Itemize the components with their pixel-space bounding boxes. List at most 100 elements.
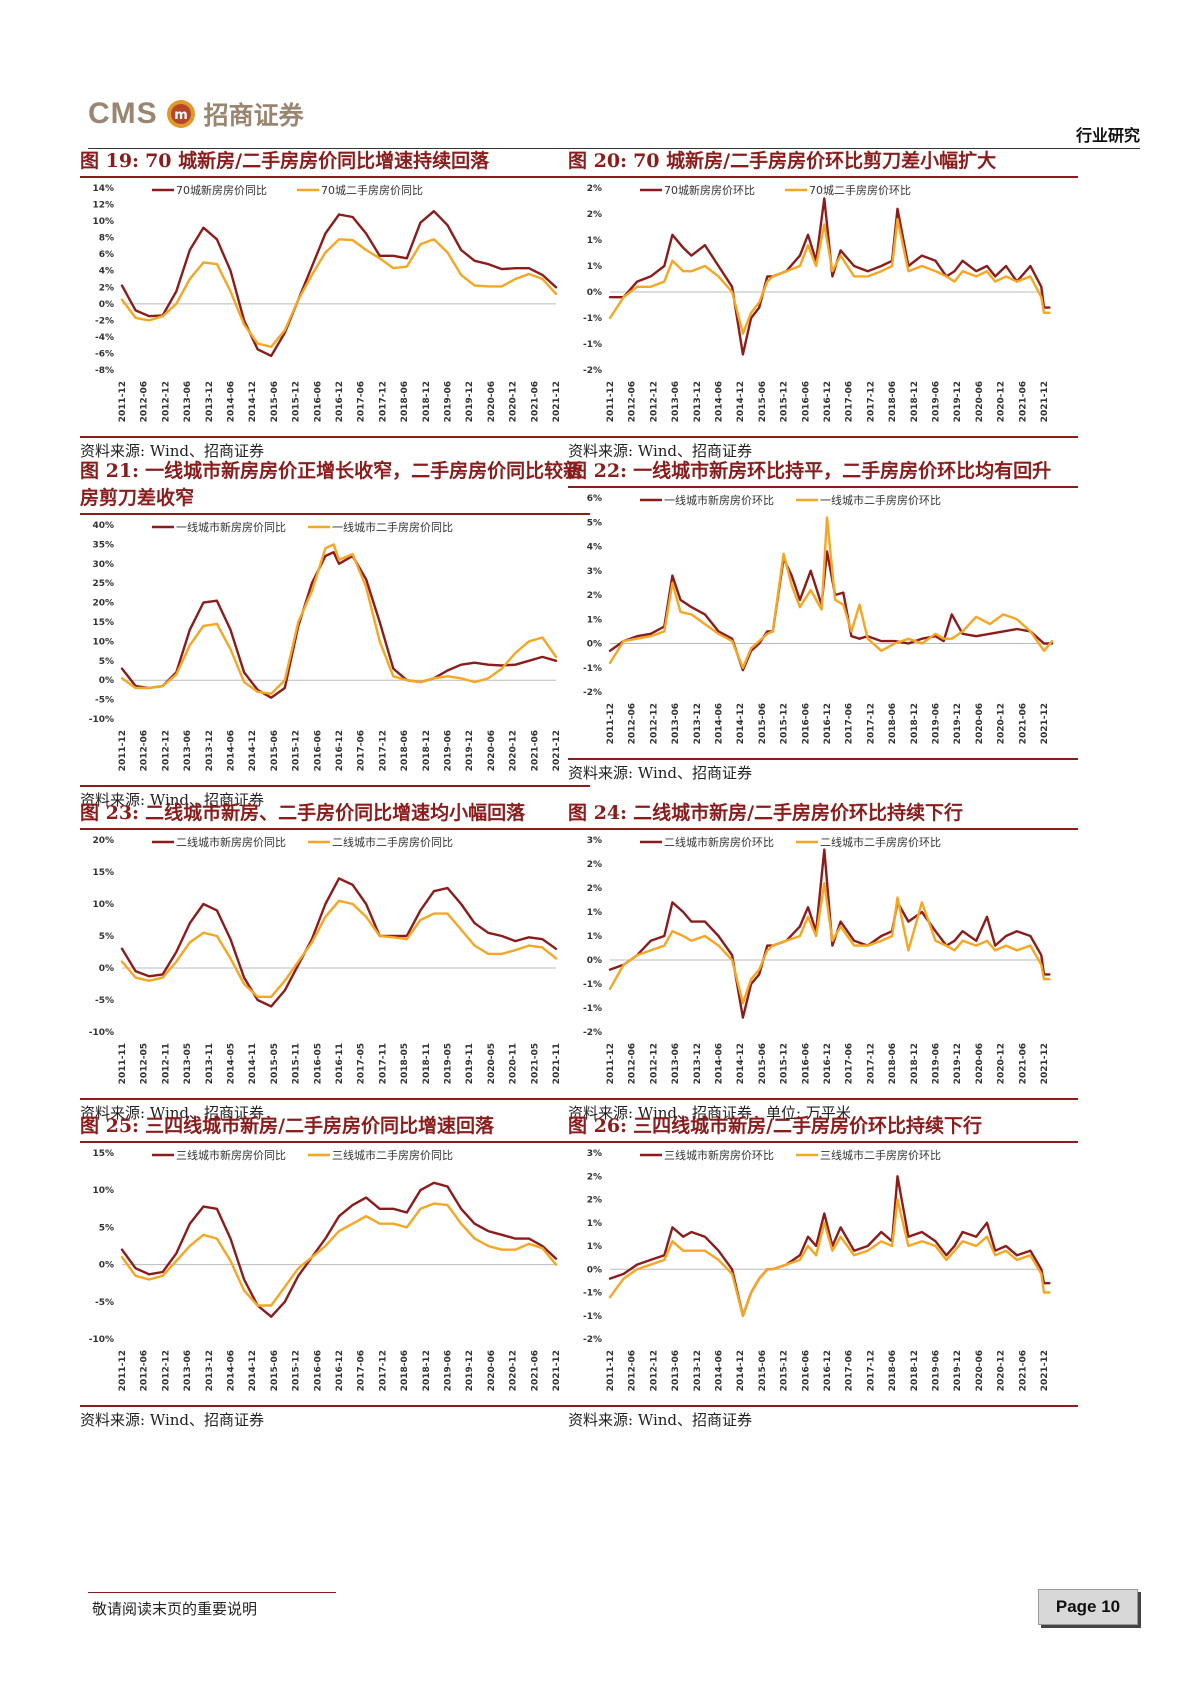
series-line-1	[120, 551, 558, 699]
x-tick-label: 2014-12	[736, 381, 746, 422]
legend-label: 二线城市二手房房价同比	[332, 835, 453, 849]
x-tick-label: 2012-12	[161, 381, 171, 422]
x-tick-label: 2013-12	[205, 1350, 215, 1391]
x-tick-label: 2011-12	[606, 703, 616, 744]
figure-source: 资料来源: Wind、招商证券	[80, 1405, 590, 1430]
x-tick-label: 2013-06	[671, 1043, 681, 1084]
figure-caption: 三四线城市新房/二手房房价环比持续下行	[633, 1115, 983, 1137]
legend-label: 二线城市二手房房价环比	[820, 835, 941, 849]
chart-19: 14% 12% 10% 8% 6% 4% 2% 0% -2% -4% -6% -8% 2011-12 20…	[92, 183, 562, 422]
y-tick-label: -8%	[95, 366, 114, 376]
y-tick-label: 5%	[587, 518, 602, 528]
y-tick-label: -5%	[95, 696, 114, 706]
y-tick-label: 0%	[587, 956, 602, 966]
legend-label: 三线城市二手房房价同比	[332, 1148, 453, 1162]
legend-label: 70城新房房价同比	[176, 183, 267, 197]
x-tick-label: 2017-12	[866, 1043, 876, 1084]
legend-label: 一线城市二手房房价环比	[820, 493, 941, 507]
x-tick-label: 2018-06	[400, 1350, 410, 1391]
x-tick-label: 2014-11	[248, 1043, 258, 1084]
x-tick-label: 2014-06	[715, 703, 725, 744]
x-tick-label: 2015-06	[758, 1350, 768, 1391]
x-tick-label: 2016-06	[801, 381, 811, 422]
x-tick-label: 2020-12	[997, 703, 1007, 744]
y-tick-label: 0%	[587, 1265, 602, 1275]
y-tick-label: 10%	[92, 900, 114, 910]
logo-text: CMS	[88, 97, 158, 130]
x-tick-label: 2016-12	[823, 1350, 833, 1391]
x-tick-label: 2018-12	[422, 381, 432, 422]
x-tick-label: 2020-06	[975, 1350, 985, 1391]
figure-number: 图 24:	[568, 802, 628, 824]
x-tick-label: 2013-12	[693, 1043, 703, 1084]
figure-25: 图 25: 三四线城市新房/二手房房价同比增速回落 15% 10% 5% 0% -5% -1…	[80, 1113, 590, 1430]
chart-22: 6% 5% 4% 3% 2% 1% 0% -1% -2% 2011-12 2012-06 2012-1…	[583, 493, 1054, 744]
x-tick-label: 2020-06	[487, 381, 497, 422]
x-tick-label: 2021-06	[530, 381, 540, 422]
legend-label: 三线城市新房房价环比	[664, 1148, 774, 1162]
y-tick-label: -2%	[583, 366, 602, 376]
x-tick-label: 2021-12	[1040, 381, 1050, 422]
x-tick-label: 2017-11	[378, 1043, 388, 1084]
y-tick-label: 15%	[92, 618, 114, 628]
x-tick-label: 2020-12	[997, 381, 1007, 422]
y-tick-label: 0%	[587, 640, 602, 650]
x-tick-label: 2016-12	[823, 381, 833, 422]
y-tick-label: 4%	[99, 267, 114, 277]
x-tick-label: 2016-12	[335, 730, 345, 771]
x-tick-label: 2021-12	[1040, 1350, 1050, 1391]
x-tick-label: 2019-05	[444, 1043, 454, 1084]
x-tick-label: 2017-06	[845, 703, 855, 744]
x-tick-label: 2019-12	[465, 381, 475, 422]
series-line-2	[120, 899, 558, 999]
x-tick-label: 2017-12	[866, 703, 876, 744]
x-tick-label: 2017-12	[866, 1350, 876, 1391]
figure-26: 图 26: 三四线城市新房/二手房房价环比持续下行 3% 2% 2% 1% 1% 0% -1%…	[568, 1113, 1078, 1430]
x-tick-label: 2018-12	[910, 381, 920, 422]
y-tick-label: 8%	[99, 234, 114, 244]
legend-label: 三线城市二手房房价环比	[820, 1148, 941, 1162]
x-tick-label: 2018-12	[910, 1043, 920, 1084]
x-tick-label: 2018-06	[400, 381, 410, 422]
x-tick-label: 2018-06	[888, 381, 898, 422]
x-tick-label: 2016-06	[313, 730, 323, 771]
x-tick-label: 2013-06	[183, 381, 193, 422]
x-tick-label: 2012-12	[649, 703, 659, 744]
x-tick-label: 2021-12	[1040, 703, 1050, 744]
figure-23: 图 23: 二线城市新房、二手房价同比增速均小幅回落 20% 15% 10% 5% 0% -…	[80, 800, 590, 1123]
figure-caption: 一线城市新房环比持平，二手房房价环比均有回升	[633, 460, 1052, 482]
series-line-1	[120, 1181, 558, 1318]
x-tick-label: 2019-06	[444, 730, 454, 771]
legend-label: 二线城市新房房价同比	[176, 835, 286, 849]
x-tick-label: 2016-12	[823, 1043, 833, 1084]
series-line-2	[120, 1202, 558, 1307]
x-tick-label: 2011-12	[118, 730, 128, 771]
x-tick-label: 2015-06	[270, 1350, 280, 1391]
x-tick-label: 2018-11	[422, 1043, 432, 1084]
y-tick-label: 2%	[587, 184, 602, 194]
x-tick-label: 2011-11	[118, 1043, 128, 1084]
x-tick-label: 2021-05	[530, 1043, 540, 1084]
y-tick-label: 1%	[587, 1242, 602, 1252]
x-tick-label: 2018-12	[422, 730, 432, 771]
y-tick-label: 2%	[587, 591, 602, 601]
y-tick-label: -10%	[89, 715, 114, 725]
x-tick-label: 2020-06	[487, 1350, 497, 1391]
y-tick-label: 1%	[587, 262, 602, 272]
y-tick-label: 10%	[92, 217, 114, 227]
y-tick-label: 20%	[92, 836, 114, 846]
y-tick-label: -10%	[89, 1335, 114, 1345]
y-tick-label: -10%	[89, 1028, 114, 1038]
figure-source: 资料来源: Wind、招商证券	[568, 758, 1078, 783]
x-tick-label: 2020-12	[997, 1350, 1007, 1391]
x-tick-label: 2013-05	[183, 1043, 193, 1084]
x-tick-label: 2011-12	[606, 1043, 616, 1084]
x-tick-label: 2012-12	[649, 1350, 659, 1391]
y-tick-label: 10%	[92, 637, 114, 647]
figure-title: 图 23: 二线城市新房、二手房价同比增速均小幅回落	[80, 800, 590, 830]
source-text: 资料来源: Wind、招商证券	[80, 442, 265, 460]
series-line-1	[608, 848, 1051, 1019]
x-tick-label: 2015-12	[780, 1350, 790, 1391]
x-tick-label: 2021-11	[552, 1043, 562, 1084]
figure-number: 图 19:	[80, 150, 140, 172]
